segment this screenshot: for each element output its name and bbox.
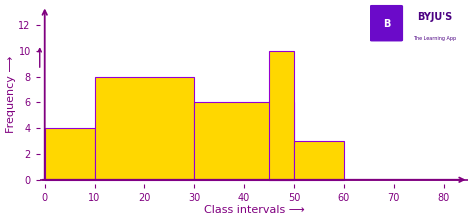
Bar (194, 102, 294, 180)
X-axis label: Class intervals ⟶: Class intervals ⟶ (204, 206, 304, 215)
Text: B: B (383, 19, 390, 29)
Bar (269, 51, 294, 180)
FancyBboxPatch shape (370, 5, 403, 42)
Bar (294, 141, 344, 180)
Bar (45, 128, 95, 180)
Y-axis label: Frequency ⟶: Frequency ⟶ (6, 56, 16, 133)
Bar (95, 76, 194, 180)
Text: The Learning App: The Learning App (413, 36, 456, 41)
Text: BYJU'S: BYJU'S (417, 12, 452, 22)
